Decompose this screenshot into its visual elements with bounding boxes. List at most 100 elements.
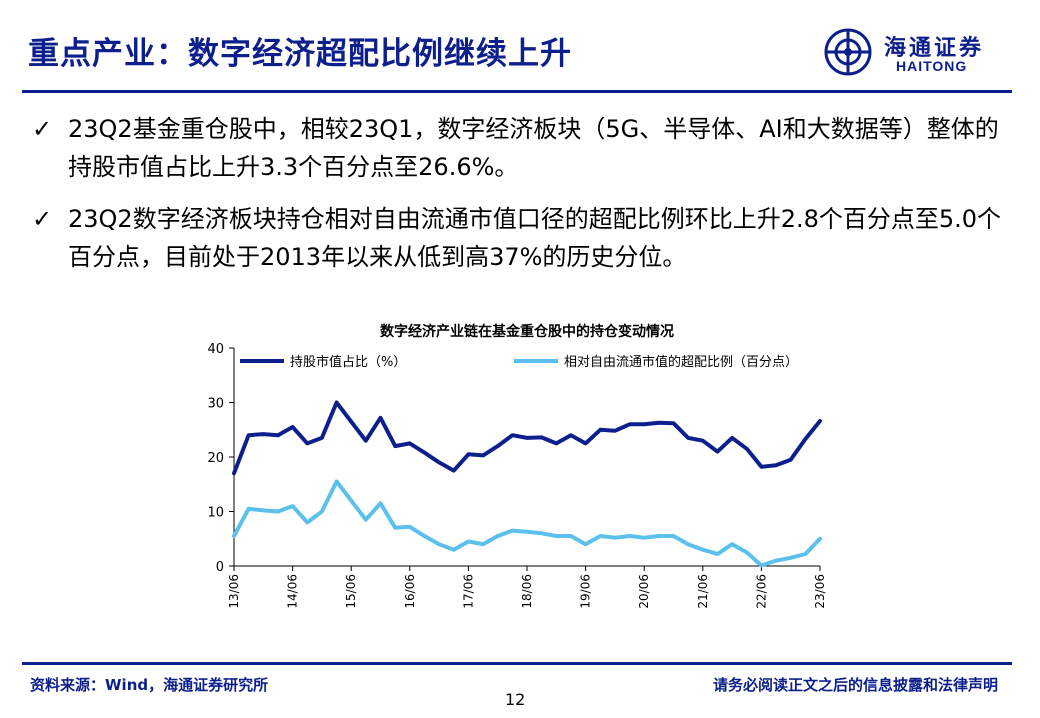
logo-text-en: HAITONG [896,58,968,74]
series-2-point [247,507,251,511]
series-1-point [803,437,807,441]
y-tick-label: 20 [207,451,224,466]
series-2-point [803,552,807,556]
series-1-point [408,441,412,445]
header-divider [22,90,1012,93]
legend-label-1: 持股市值占比（%） [290,354,406,370]
bullet-text: 23Q2数字经济板块持仓相对自由流通市值口径的超配比例环比上升2.8个百分点至5… [68,205,1002,271]
y-tick-label: 0 [216,560,224,575]
series-2-point [716,552,719,556]
series-2-point [774,559,778,563]
series-1-point [379,416,382,420]
series-2-point [320,510,324,513]
x-tick-label: 22/06 [754,574,768,609]
series-1-point [247,433,251,437]
series-1-point [672,421,675,425]
series-2-point [276,510,280,513]
x-tick-label: 16/06 [403,574,417,609]
series-1-point [466,452,470,456]
series-line-2 [232,479,822,568]
logo-text-cn: 海通证券 [884,35,985,61]
series-2-point [818,537,822,541]
series-2-point [496,534,500,538]
page-number: 12 [505,690,526,709]
x-tick-label: 13/06 [227,574,241,609]
series-1-point [525,436,529,440]
series-2-point [730,542,734,546]
series-2-point [642,536,646,540]
bullet-text: 23Q2基金重仓股中，相较23Q1，数字经济板块（5G、半导体、AI和大数据等）… [68,115,999,181]
series-1-point [393,444,397,448]
y-tick-label: 30 [207,397,224,412]
series-1-point [730,436,734,440]
series-2-point [466,540,470,543]
series-2-point [452,548,456,552]
series-1-point [364,439,368,443]
series-2-point [569,534,573,538]
haitong-logo: 海通证券 HAITONG [820,28,1020,78]
x-tick-label: 18/06 [520,574,534,609]
x-tick-label: 21/06 [696,574,710,609]
series-1-point [554,441,558,445]
series-1-point [628,422,632,426]
series-1-point [437,460,441,464]
series-1-point [716,450,719,454]
bullet-item: ✓ 23Q2基金重仓股中，相较23Q1，数字经济板块（5G、半导体、AI和大数据… [32,110,1022,186]
series-2-point [305,520,309,524]
series-2-point [232,534,236,538]
series-2-point [408,525,412,529]
series-1-point [701,439,705,443]
series-2-point [379,501,382,505]
source-note: 资料来源：Wind，海通证券研究所 [30,676,269,694]
series-1-point [540,435,544,439]
series-2-point [525,530,529,534]
series-1-point [496,444,500,448]
series-1-point [510,433,514,437]
haitong-emblem-icon [824,28,872,76]
series-2-point [701,548,705,552]
series-2-point [510,529,514,533]
series-1-point [481,453,485,457]
series-2-point [335,480,339,483]
series-1-point [745,447,749,451]
series-1-point [261,432,265,436]
series-2-point [789,556,793,560]
series-1-point [349,420,353,424]
series-2-point [540,531,544,535]
series-2-point [393,526,397,530]
x-tick-label: 19/06 [579,574,593,609]
series-2-point [584,542,588,546]
legend-label-2: 相对自由流通市值的超配比例（百分点） [564,354,798,370]
series-1-point [452,469,456,473]
series-1-point [613,429,617,433]
series-2-point [598,534,602,538]
series-1-point [291,425,295,429]
page-title: 重点产业：数字经济超配比例继续上升 [28,36,572,72]
series-1-point [774,463,778,467]
series-1-point [759,465,763,469]
series-1-point [276,433,280,437]
x-tick-label: 23/06 [813,574,827,609]
x-tick-label: 17/06 [461,574,475,609]
series-2-point [613,536,617,540]
x-tick-label: 14/06 [286,574,300,609]
series-2-point [686,542,690,546]
series-1-point [569,433,573,437]
series-1-point [657,421,661,425]
holdings-line-chart: 数字经济产业链在基金重仓股中的持仓变动情况 0 10 20 30 40 13/06 14/06… [207,323,827,609]
series-1-point [320,436,324,440]
series-1-point [335,401,339,404]
series-2-point [554,534,558,538]
series-2-point [291,504,295,508]
series-2-point [672,534,675,538]
series-1-point [818,419,822,423]
disclaimer-note: 请务必阅读正文之后的信息披露和法律声明 [712,676,998,694]
series-1-point [686,436,690,440]
series-1-point [232,471,236,475]
footer-divider [22,662,1012,665]
series-2-point [745,550,749,554]
series-2-point [628,534,632,538]
series-2-point [349,499,353,503]
series-1-point [642,422,646,426]
series-1-point [422,451,426,455]
